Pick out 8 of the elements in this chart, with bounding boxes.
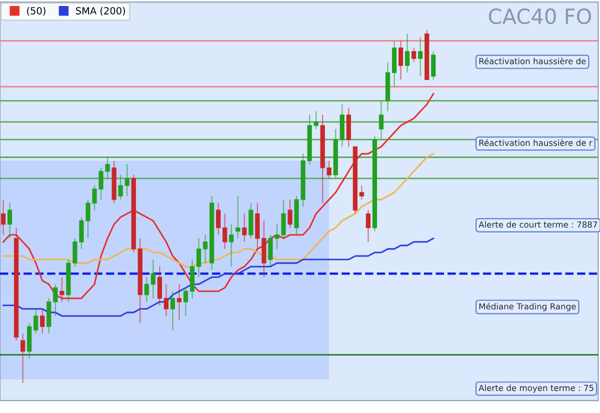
text: Alerte de court terme : 7887 bbox=[478, 221, 598, 228]
text: Réactivation haussière de r bbox=[479, 139, 592, 146]
legend-label: (50) bbox=[27, 6, 46, 16]
legend-label: SMA (200) bbox=[76, 6, 125, 16]
text: CAC40 FO bbox=[488, 8, 592, 24]
text: Médiane Trading Range bbox=[479, 302, 576, 312]
text: Réactivation haussière de bbox=[479, 57, 586, 64]
text: Alerte de moyen terme : 75 bbox=[478, 384, 594, 393]
